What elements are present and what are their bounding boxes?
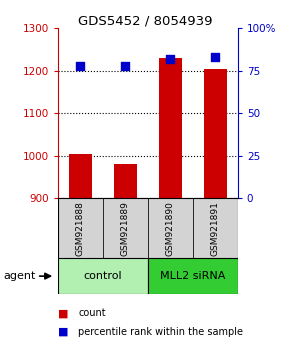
Point [78, 63, 83, 69]
Point [213, 55, 218, 60]
Text: GSM921891: GSM921891 [211, 201, 220, 256]
FancyBboxPatch shape [58, 198, 103, 258]
FancyBboxPatch shape [148, 198, 193, 258]
Text: ■: ■ [58, 327, 68, 337]
Text: GSM921889: GSM921889 [121, 201, 130, 256]
Point [168, 56, 173, 62]
Text: MLL2 siRNA: MLL2 siRNA [160, 271, 226, 281]
Text: GDS5452 / 8054939: GDS5452 / 8054939 [78, 14, 212, 27]
Bar [69, 154, 92, 198]
Text: ■: ■ [58, 308, 68, 318]
Bar [204, 69, 226, 198]
Bar [159, 58, 182, 198]
Text: count: count [78, 308, 106, 318]
Text: agent: agent [3, 271, 35, 281]
Point [123, 63, 128, 69]
FancyBboxPatch shape [103, 198, 148, 258]
Text: GSM921888: GSM921888 [76, 201, 85, 256]
FancyBboxPatch shape [193, 198, 238, 258]
FancyBboxPatch shape [148, 258, 238, 294]
Bar [114, 164, 137, 198]
Text: GSM921890: GSM921890 [166, 201, 175, 256]
Text: control: control [84, 271, 122, 281]
Text: percentile rank within the sample: percentile rank within the sample [78, 327, 243, 337]
FancyBboxPatch shape [58, 258, 148, 294]
